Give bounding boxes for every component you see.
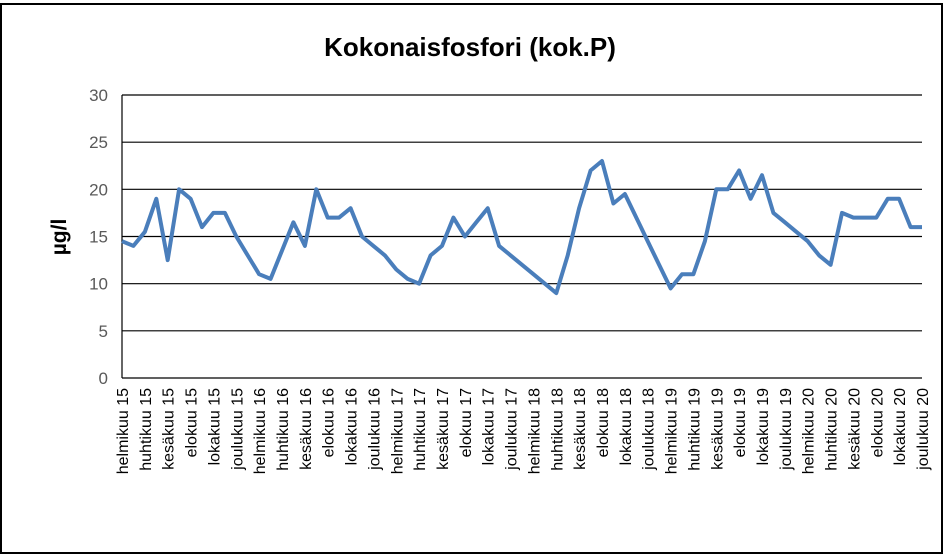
x-tick-label: huhtikuu 20 (824, 388, 841, 471)
x-tick-label: lokakuu 20 (892, 388, 909, 465)
x-tick-label: kesäkuu 17 (435, 388, 452, 470)
x-tick-label: lokakuu 19 (755, 388, 772, 465)
x-tick-label: kesäkuu 15 (161, 388, 178, 470)
x-tick-label: joulukuu 16 (366, 388, 383, 471)
y-tick-label: 20 (89, 180, 108, 199)
x-tick-label: joulukuu 20 (915, 388, 932, 471)
x-tick-label: huhtikuu 17 (412, 388, 429, 471)
chart-title: Kokonaisfosfori (kok.P) (324, 32, 616, 62)
y-axis-label: µg/l (48, 219, 71, 256)
y-tick-label: 25 (89, 133, 108, 152)
x-tick-label: joulukuu 19 (778, 388, 795, 471)
x-tick-label: elokuu 18 (595, 388, 612, 457)
x-tick-label: lokakuu 16 (344, 388, 361, 465)
x-tick-label: joulukuu 15 (229, 388, 246, 471)
x-tick-label: lokakuu 17 (481, 388, 498, 465)
x-tick-label: helmikuu 19 (664, 388, 681, 474)
x-tick-label: kesäkuu 19 (709, 388, 726, 470)
data-line (121, 159, 922, 296)
x-tick-label: kesäkuu 20 (846, 388, 863, 470)
x-tick-label: helmikuu 17 (389, 388, 406, 474)
x-tick-label: huhtikuu 18 (549, 388, 566, 471)
x-tick-label: joulukuu 17 (504, 388, 521, 471)
x-tick-label: joulukuu 18 (641, 388, 658, 471)
x-tick-label: huhtikuu 19 (686, 388, 703, 471)
x-tick-label: huhtikuu 15 (138, 388, 155, 471)
x-tick-label: elokuu 20 (869, 388, 886, 457)
y-tick-label: 5 (99, 322, 108, 341)
y-tick-label: 10 (89, 275, 108, 294)
y-tick-label: 0 (99, 369, 108, 388)
x-tick-label: lokakuu 15 (206, 388, 223, 465)
y-tick-label: 30 (89, 86, 108, 105)
y-tick-label: 15 (89, 228, 108, 247)
x-tick-label: kesäkuu 16 (298, 388, 315, 470)
x-tick-label: helmikuu 18 (526, 388, 543, 474)
x-tick-label: kesäkuu 18 (572, 388, 589, 470)
x-tick-label: helmikuu 20 (801, 388, 818, 474)
x-tick-label: lokakuu 18 (618, 388, 635, 465)
x-tick-label: elokuu 17 (458, 388, 475, 457)
x-tick-label: elokuu 19 (732, 388, 749, 457)
x-tick-label: helmikuu 16 (252, 388, 269, 474)
x-tick-label: huhtikuu 16 (275, 388, 292, 471)
x-tick-label: helmikuu 15 (115, 388, 132, 474)
x-tick-label: elokuu 15 (184, 388, 201, 457)
x-tick-label: elokuu 16 (321, 388, 338, 457)
